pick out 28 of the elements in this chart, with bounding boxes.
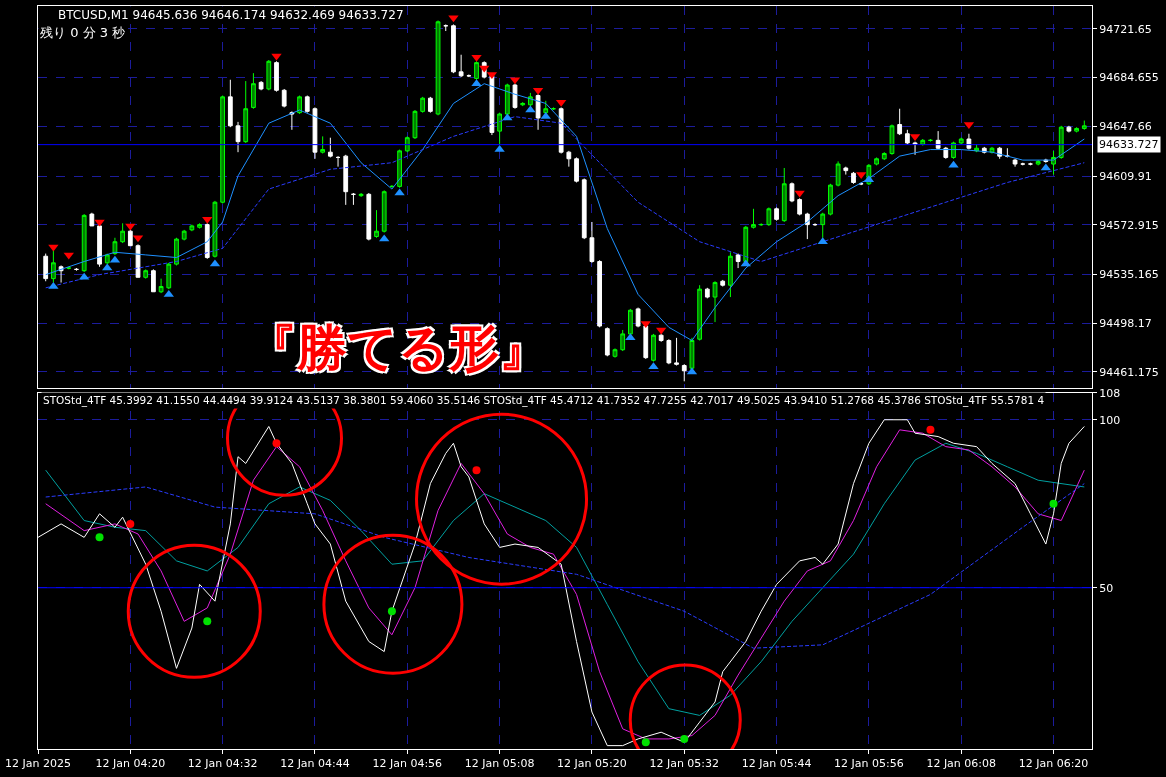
y-tick-label: 94535.165 (1099, 268, 1159, 282)
y-tick-label: 94461.175 (1099, 365, 1159, 379)
x-tick-label: 12 Jan 04:44 (280, 757, 350, 771)
y-tick-label: 94721.65 (1099, 22, 1152, 36)
x-tick-label: 12 Jan 05:20 (557, 757, 627, 771)
x-tick-label: 12 Jan 05:32 (649, 757, 720, 771)
annotation: BTCUSD,M1 94645.636 94646.174 94632.469 94633.727 (58, 8, 404, 22)
y-tick-label: 50 (1099, 581, 1114, 595)
ref-line-label: 94633.727 (1099, 138, 1159, 151)
x-tick-label: 12 Jan 05:44 (741, 757, 812, 771)
x-tick-label: 12 Jan 05:56 (834, 757, 904, 771)
annotation: STOStd_4TF 45.3992 41.1550 44.4494 39.9124 43.5137 38.3801 59.4060 35.5146 STOStd_4TF 45.4712 41.7352 47.7255 42.7017 49.5025 43.9410 51.2768 45.3786 STOStd_4TF 55.5781 4 (43, 394, 1045, 407)
y-tick-label: 94572.915 (1099, 218, 1159, 232)
x-tick-label: 12 Jan 06:08 (926, 757, 997, 771)
y-tick-label: 108 (1099, 386, 1121, 400)
x-tick-label: 12 Jan 04:32 (187, 757, 258, 771)
y-tick-label: 100 (1099, 413, 1121, 427)
annotation: 『勝てる形』 (247, 319, 549, 377)
y-tick-label: 94647.66 (1099, 120, 1152, 134)
x-tick-label: 12 Jan 04:56 (372, 757, 443, 771)
x-tick-label: 12 Jan 05:08 (464, 757, 535, 771)
x-tick-label: 12 Jan 06:20 (1018, 757, 1089, 771)
x-tick-label: 12 Jan 04:20 (95, 757, 166, 771)
annotation: 残り 0 分 3 秒 (40, 25, 126, 40)
y-tick-label: 94498.17 (1099, 317, 1152, 331)
x-tick-label: 12 Jan 2025 (5, 757, 71, 771)
y-tick-label: 94609.91 (1099, 169, 1152, 183)
y-tick-label: 94684.655 (1099, 71, 1159, 85)
